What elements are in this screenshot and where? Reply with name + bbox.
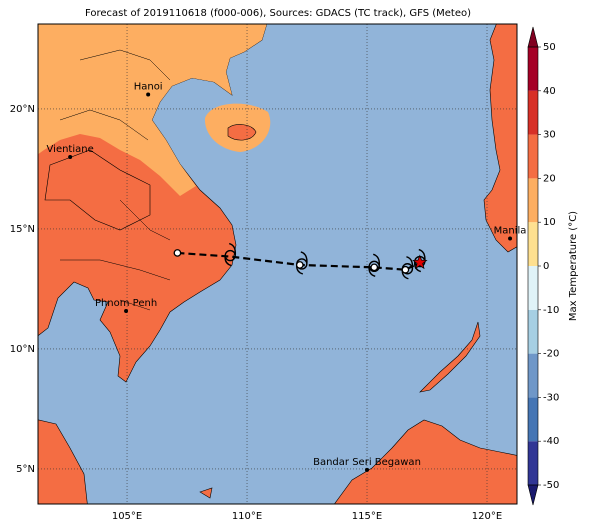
city-dot <box>508 236 513 241</box>
map-frame <box>37 23 518 505</box>
colorbar-tick-label: 50 <box>543 42 556 53</box>
colorbar-band <box>528 222 538 266</box>
cyclone-symbol <box>224 242 237 267</box>
colorbar-tick-label: 20 <box>543 173 556 184</box>
colorbar-band <box>528 441 538 485</box>
colorbar-tick-label: -30 <box>543 392 559 403</box>
colorbar-tick-label: -40 <box>543 436 559 447</box>
title: Forecast of 2019110618 (f000-006), Sourc… <box>85 8 471 19</box>
current-position-star <box>412 254 428 270</box>
track-point <box>401 265 410 274</box>
city-dot <box>365 467 370 472</box>
city-label: Vientiane <box>47 144 94 155</box>
colorbar-tick-label: -10 <box>543 305 559 316</box>
colorbar-tick-label: 40 <box>543 86 556 97</box>
city-label: Bandar Seri Begawan <box>313 457 421 468</box>
colorbar-band <box>528 178 538 223</box>
colorbar-band <box>528 266 538 310</box>
colorbar-extend-bottom <box>527 484 539 506</box>
track-point <box>173 249 182 257</box>
colorbar-label: Max Temperature (°C) <box>568 211 579 321</box>
colorbar-tick-label: 0 <box>543 261 549 272</box>
colorbar-band <box>528 90 538 135</box>
lon-tick-label: 105°E <box>112 511 142 522</box>
lat-tick-label: 5°N <box>16 464 35 475</box>
city-label: Phnom Penh <box>95 298 157 309</box>
colorbar-extend-top <box>527 26 539 48</box>
city-label: Manila <box>494 226 527 237</box>
colorbar-band <box>528 134 538 179</box>
city-dot <box>124 309 129 314</box>
land <box>38 24 517 504</box>
city-dot <box>146 92 151 97</box>
lon-tick-label: 115°E <box>352 511 382 522</box>
lat-tick-label: 20°N <box>10 104 35 115</box>
track-point <box>295 261 304 269</box>
city-label: Hanoi <box>134 82 163 93</box>
track-point <box>370 263 379 272</box>
cyclone-symbol <box>368 253 381 278</box>
lat-tick-label: 15°N <box>10 224 35 235</box>
lon-tick-label: 120°E <box>472 511 502 522</box>
lon-tick-label: 110°E <box>232 511 262 522</box>
colorbar-tick-label: -20 <box>543 349 559 360</box>
lat-tick-label: 10°N <box>10 344 35 355</box>
colorbar-band <box>528 353 538 398</box>
colorbar-band <box>528 47 538 91</box>
city-dot <box>68 154 73 159</box>
colorbar-band <box>528 397 538 442</box>
colorbar-tick-label: 10 <box>543 217 556 228</box>
colorbar-tick-label: 30 <box>543 130 556 141</box>
colorbar-tick-label: -50 <box>543 480 559 491</box>
colorbar-band <box>528 309 538 354</box>
